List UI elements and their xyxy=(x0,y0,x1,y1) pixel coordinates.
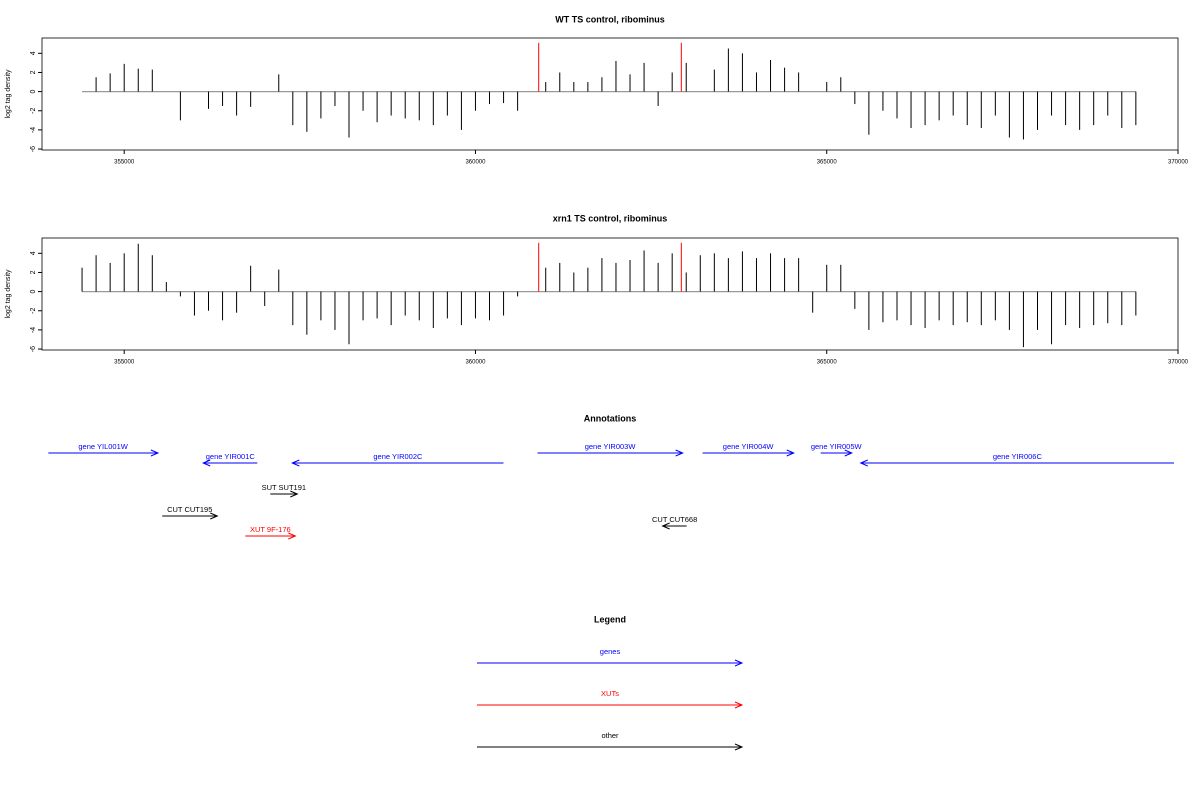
feature-label: SUT SUT191 xyxy=(262,483,306,492)
y-tick-label: -6 xyxy=(30,346,37,352)
y-tick-label: 0 xyxy=(30,290,37,294)
feature-label: gene YIR005W xyxy=(811,442,863,451)
y-axis-label: log2 tag density xyxy=(5,269,12,319)
feature-arrow-head xyxy=(201,459,211,467)
y-tick-label: -6 xyxy=(30,146,37,152)
y-tick-label: -4 xyxy=(30,327,37,333)
feature-label: gene YIR003W xyxy=(585,442,637,451)
feature-label: gene YIR002C xyxy=(373,452,423,461)
feature-arrow-head xyxy=(290,490,299,498)
annotations-title: Annotations xyxy=(584,413,637,423)
y-tick-label: 2 xyxy=(30,70,37,74)
feature-label: gene YIL001W xyxy=(78,442,128,451)
feature-label: gene YIR006C xyxy=(993,452,1043,461)
legend-label: other xyxy=(601,731,619,740)
x-tick-label: 365000 xyxy=(817,160,838,166)
feature-arrow-head xyxy=(291,459,300,467)
feature-label: gene YIR001C xyxy=(206,452,256,461)
feature-arrow-head xyxy=(210,512,219,520)
x-tick-label: 370000 xyxy=(1168,160,1189,166)
x-tick-label: 360000 xyxy=(465,360,486,366)
y-tick-label: -2 xyxy=(30,108,37,114)
x-tick-label: 355000 xyxy=(114,360,135,366)
feature-arrow-head xyxy=(786,449,795,457)
feature-label: XUT 9F-176 xyxy=(250,525,291,534)
feature-arrow-head xyxy=(844,449,854,457)
feature-label: CUT CUT668 xyxy=(652,515,697,524)
x-tick-label: 365000 xyxy=(817,360,838,366)
legend-label: genes xyxy=(600,647,621,656)
legend-arrow-head xyxy=(734,743,744,751)
y-tick-label: -4 xyxy=(30,127,37,133)
legend-arrow-head xyxy=(734,701,744,709)
feature-arrow-head xyxy=(661,522,670,530)
y-axis-label: log2 tag density xyxy=(5,69,12,119)
plot-frame xyxy=(41,37,1179,151)
y-tick-label: 0 xyxy=(30,90,37,94)
chart-title: WT TS control, ribominus xyxy=(555,14,665,24)
legend-title: Legend xyxy=(594,614,626,624)
feature-arrow-head xyxy=(288,532,297,540)
y-tick-label: 4 xyxy=(30,251,37,255)
y-tick-label: 4 xyxy=(30,51,37,55)
x-tick-label: 360000 xyxy=(465,160,486,166)
feature-label: gene YIR004W xyxy=(723,442,775,451)
legend-arrow-head xyxy=(734,659,744,667)
feature-arrow-head xyxy=(150,449,160,457)
feature-arrow-head xyxy=(859,459,868,467)
feature-label: CUT CUT195 xyxy=(167,505,212,514)
x-tick-label: 370000 xyxy=(1168,360,1189,366)
legend-label: XUTs xyxy=(601,689,619,698)
chart-title: xrn1 TS control, ribominus xyxy=(553,213,668,223)
x-tick-label: 355000 xyxy=(114,160,135,166)
y-tick-label: -2 xyxy=(30,308,37,314)
y-tick-label: 2 xyxy=(30,270,37,274)
feature-arrow-head xyxy=(675,449,684,457)
plot-frame xyxy=(41,237,1179,351)
